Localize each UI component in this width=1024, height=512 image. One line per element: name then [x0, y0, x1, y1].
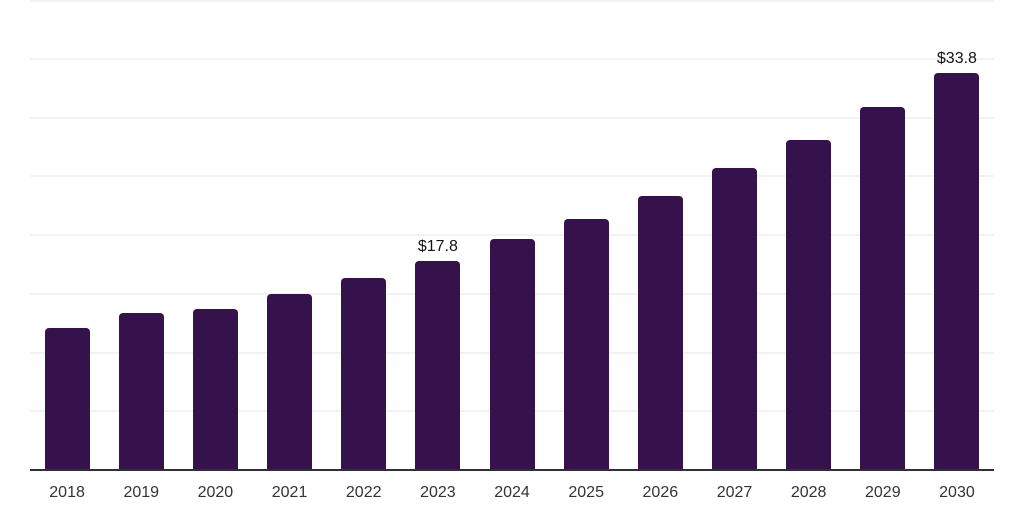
bar-2019	[118, 312, 164, 470]
x-tick-2030: 2030	[939, 484, 975, 501]
bar-2023	[415, 260, 461, 470]
x-axis-line	[30, 469, 994, 471]
x-tick-2020: 2020	[197, 484, 234, 501]
x-tick-2019: 2019	[123, 484, 160, 501]
x-tick-2018: 2018	[49, 484, 85, 501]
x-tick-2024: 2024	[494, 484, 530, 501]
bar-2028	[786, 139, 832, 470]
plot-area: $17.8 $33.8	[30, 0, 994, 471]
bar-2022	[341, 278, 387, 470]
gridline	[30, 57, 994, 60]
bar-2018	[44, 327, 90, 470]
x-axis-tick-labels: 2018 2019 2020 2021 2022 2023 2024 2025 2026 2027…	[30, 484, 994, 504]
bar-2020	[192, 309, 238, 470]
gridline	[30, 234, 994, 236]
x-tick-2027: 2027	[716, 484, 753, 501]
value-label-2023: $17.8	[417, 237, 458, 255]
bar-2024	[489, 238, 535, 470]
value-label-2030: $33.8	[936, 49, 977, 67]
x-tick-2022: 2022	[345, 484, 382, 501]
bar-2026	[637, 196, 683, 470]
bar-2021	[267, 293, 313, 470]
x-tick-2021: 2021	[271, 484, 308, 501]
bar-2029	[860, 106, 906, 470]
bar-2025	[563, 218, 609, 470]
gridline	[30, 0, 994, 2]
x-tick-2025: 2025	[568, 484, 604, 501]
gridline	[30, 175, 994, 178]
x-tick-2029: 2029	[865, 484, 901, 501]
x-tick-2026: 2026	[642, 484, 679, 501]
bar-2027	[711, 168, 757, 470]
x-tick-2023: 2023	[420, 484, 456, 501]
gridline	[30, 116, 994, 119]
bar-2030	[934, 72, 980, 470]
x-tick-2028: 2028	[790, 484, 827, 501]
